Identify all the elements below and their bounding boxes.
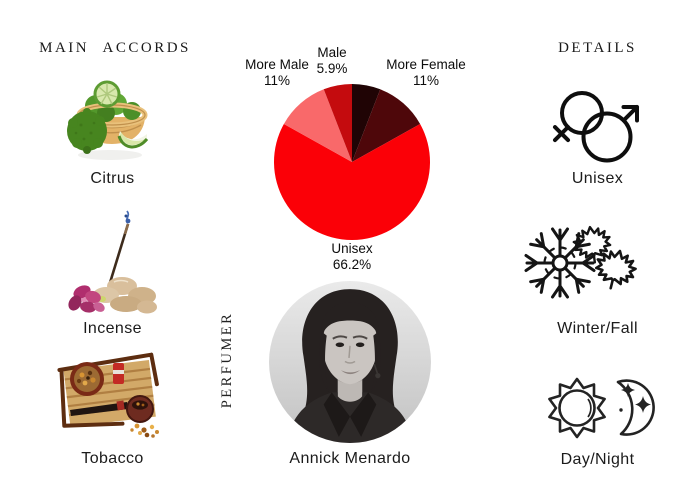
- pie-slice-more-female: [352, 89, 421, 162]
- pie-label-more-female: More Female 11%: [366, 57, 486, 88]
- stones: [93, 277, 157, 314]
- pie-slice-female: [352, 84, 381, 162]
- pie-slice-unisex: [274, 123, 430, 241]
- detail-label-season: Winter/Fall: [557, 320, 638, 337]
- gender-unisex-icon: [553, 91, 639, 163]
- detail-label-time: Day/Night: [560, 451, 635, 468]
- perfumer-name: Annick Menardo: [289, 450, 411, 467]
- female-cross: [553, 125, 570, 143]
- pie-slice-more-male: [283, 89, 352, 162]
- pie-label-unisex: Unisex 66.2%: [302, 241, 402, 272]
- accord-label-citrus: Citrus: [90, 170, 135, 187]
- male-circle: [581, 111, 633, 163]
- pie-label-pct: 11%: [263, 72, 291, 88]
- accord-label-tobacco: Tobacco: [81, 450, 144, 467]
- tobacco-bowl: [70, 362, 104, 396]
- perfumer-section-title: PERFUMER: [219, 311, 235, 409]
- snowflake-maple-leaves-icon: [524, 223, 641, 299]
- details-header: DETAILS: [558, 40, 637, 56]
- male-arrow: [621, 105, 639, 123]
- sun: [548, 377, 606, 439]
- main-accords-header: MAIN ACCORDS: [39, 40, 191, 56]
- pie-label-name: Male: [317, 45, 347, 60]
- tobacco-accord-image: [57, 352, 159, 438]
- citrus-accord-image: [67, 80, 149, 160]
- sparkle-star: [635, 396, 651, 413]
- gender-pie-chart: [274, 84, 430, 241]
- earring: [375, 373, 381, 379]
- pie-label-name: More Female: [386, 57, 466, 72]
- bergamot-front: [67, 108, 107, 154]
- perfumer-photo: [269, 281, 431, 443]
- detail-label-gender: Unisex: [571, 170, 624, 187]
- pie-label-name: More Male: [245, 57, 309, 72]
- pie-label-pct: 5.9%: [316, 60, 348, 76]
- maple-leaves: [570, 223, 641, 295]
- pipe: [70, 395, 154, 423]
- pie-label-pct: 11%: [412, 72, 440, 88]
- pie-label-male: Male 5.9%: [292, 45, 372, 76]
- nose: [344, 345, 356, 364]
- spilled-tobacco: [130, 423, 159, 438]
- pie-slice-male: [323, 84, 352, 162]
- pie-label-name: Unisex: [331, 241, 373, 256]
- accord-label-incense: Incense: [83, 320, 142, 337]
- red-tamper-tool: [113, 363, 124, 384]
- bangs: [321, 302, 379, 336]
- lime-wedge: [117, 131, 149, 149]
- eyebrows: [332, 335, 368, 340]
- lips: [340, 370, 361, 375]
- snowflake: [524, 227, 596, 299]
- eye: [335, 342, 345, 348]
- jacket: [287, 392, 413, 443]
- cut-lime-half: [93, 80, 121, 108]
- sparkle-star: [621, 383, 635, 397]
- pie-label-more-male: More Male 11%: [217, 57, 337, 88]
- incense-stick: [107, 223, 130, 287]
- moon: [616, 379, 655, 436]
- sun-moon-icon: [548, 377, 655, 439]
- eye: [355, 342, 365, 348]
- orchid-flowers: [68, 285, 106, 313]
- pie-label-pct: 66.2%: [332, 256, 372, 272]
- incense-accord-image: [68, 210, 157, 314]
- incense-smoke: [124, 210, 131, 224]
- shadow: [78, 150, 142, 160]
